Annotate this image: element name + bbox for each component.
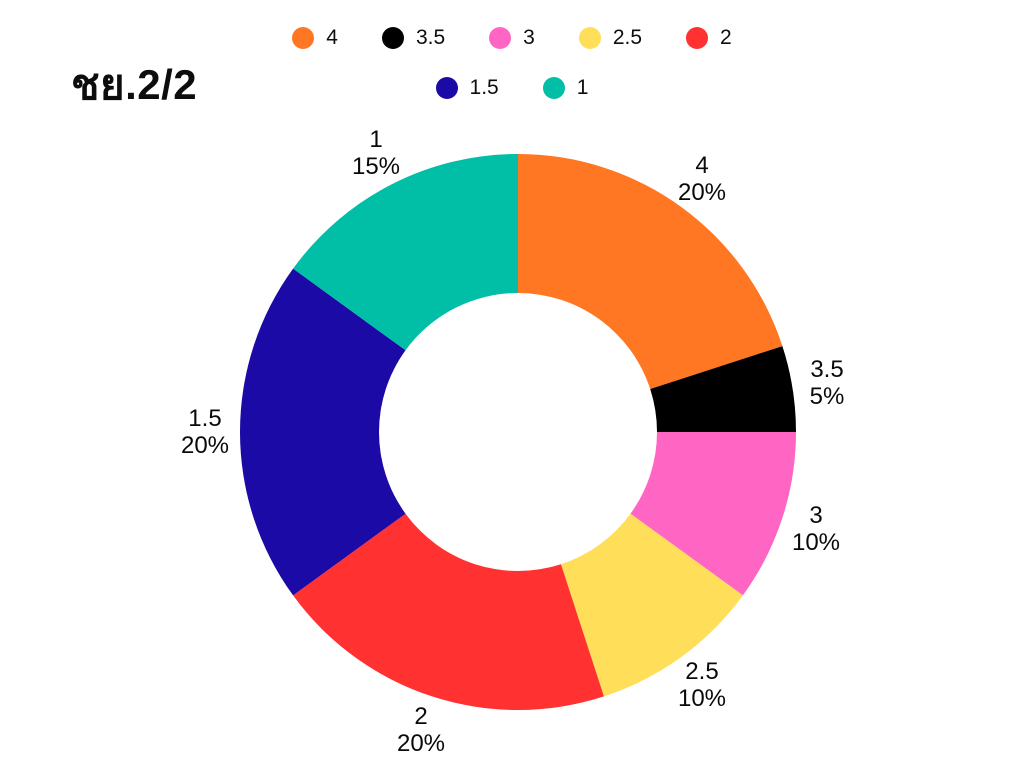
pie-slice-1.5	[239, 268, 406, 596]
pie-slice-1	[293, 154, 518, 351]
legend-item-3: 3	[489, 26, 535, 50]
legend-swatch-icon	[578, 27, 601, 49]
legend-item-4: 4	[292, 26, 338, 50]
legend-item-1: 1	[542, 76, 589, 100]
slice-label-2: 2 20%	[396, 703, 446, 757]
slice-label-2.5: 2.5 10%	[677, 658, 727, 712]
pie-slice-4	[518, 154, 783, 390]
legend-swatch-icon	[686, 27, 709, 49]
legend-item-2.5: 2.5	[578, 26, 643, 50]
slice-label-1: 1 15%	[351, 126, 401, 180]
legend-item-1.5: 1.5	[435, 76, 499, 100]
slice-label-4: 4 20%	[677, 152, 727, 206]
chart-title: ชย.2/2	[71, 61, 198, 108]
pie-slice-2.5	[560, 513, 743, 697]
legend-label: 2.5	[612, 26, 643, 49]
pie-slice-3	[630, 432, 797, 596]
slice-label-3.5: 3.5 5%	[809, 356, 845, 410]
legend-swatch-icon	[381, 27, 404, 49]
legend-swatch-icon	[542, 77, 565, 99]
legend-label: 1	[576, 76, 589, 99]
slice-label-1.5: 1.5 20%	[180, 405, 230, 459]
slice-label-3: 3 10%	[791, 502, 841, 556]
legend-label: 4	[326, 26, 338, 49]
legend-swatch-icon	[489, 27, 512, 49]
legend-label: 2	[720, 26, 732, 49]
legend-swatch-icon	[292, 27, 315, 49]
legend-swatch-icon	[435, 77, 458, 99]
pie-slice-3.5	[650, 346, 796, 432]
legend-label: 3	[523, 26, 535, 49]
legend-item-3.5: 3.5	[381, 26, 446, 50]
legend-label: 3.5	[415, 26, 446, 49]
legend-label: 1.5	[469, 76, 499, 99]
pie-slice-2	[293, 513, 604, 710]
chart-legend: 4 3.5 3 2.5 2 1.5 1	[262, 26, 762, 100]
legend-item-2: 2	[686, 26, 732, 50]
